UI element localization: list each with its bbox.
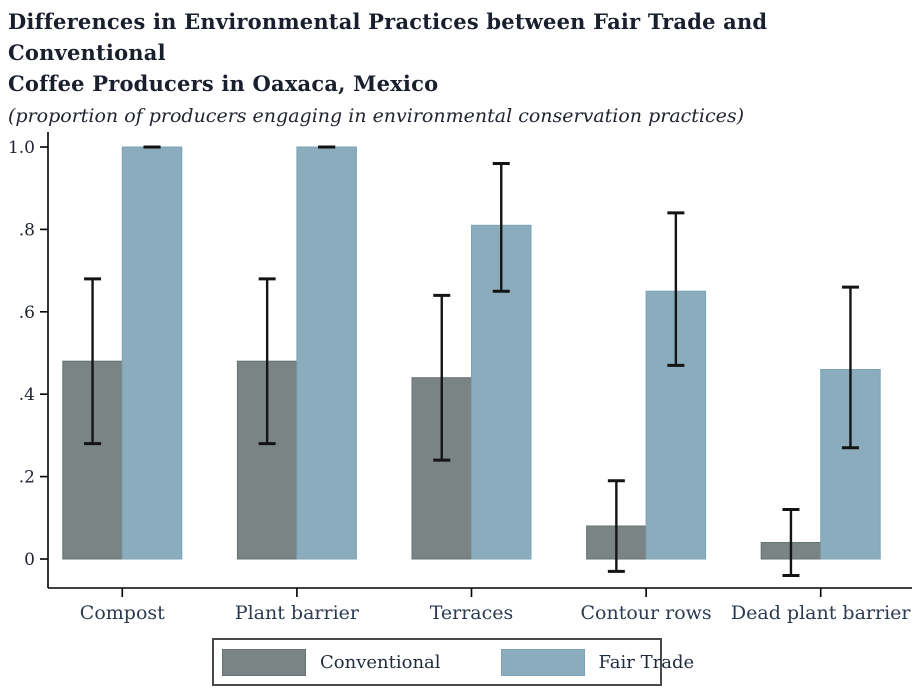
y-tick-label: .8	[19, 220, 35, 240]
chart-subtitle: (proportion of producers engaging in env…	[8, 105, 745, 127]
chart-header: Differences in Environmental Practices b…	[8, 6, 888, 127]
x-category-label-compost: Compost	[80, 602, 165, 624]
y-tick-label: .4	[19, 385, 35, 405]
legend-swatch-conventional	[222, 648, 306, 676]
legend-swatch-fair-trade	[500, 648, 585, 676]
legend: Conventional Fair Trade	[212, 638, 694, 686]
bar-fair-trade-plant-barrier	[296, 146, 357, 560]
chart-title: Differences in Environmental Practices b…	[8, 6, 888, 99]
x-category-label-terraces: Terraces	[430, 602, 514, 624]
y-tick-label: 1.0	[8, 138, 35, 158]
legend-label-conventional: Conventional	[320, 651, 441, 673]
legend-item-conventional: Conventional	[222, 648, 441, 676]
chart-title-line2: Coffee Producers in Oaxaca, Mexico	[8, 71, 439, 96]
legend-item-fair-trade: Fair Trade	[500, 648, 695, 676]
bar-fair-trade-compost	[121, 146, 183, 560]
legend-label-fair-trade: Fair Trade	[598, 651, 695, 673]
y-tick-label: 0	[24, 550, 35, 570]
x-category-label-contour-rows: Contour rows	[581, 602, 712, 624]
y-tick-label: .6	[19, 303, 35, 323]
chart-title-line1: Differences in Environmental Practices b…	[8, 9, 768, 65]
x-category-label-plant-barrier: Plant barrier	[235, 602, 360, 624]
x-category-label-dead-plant-barrier: Dead plant barrier	[731, 602, 911, 624]
y-tick-label: .2	[19, 468, 35, 488]
bar-chart-canvas: 0 .2 .4 .6 .8 1.0 Compost Plant barrier Terraces…	[8, 132, 912, 624]
